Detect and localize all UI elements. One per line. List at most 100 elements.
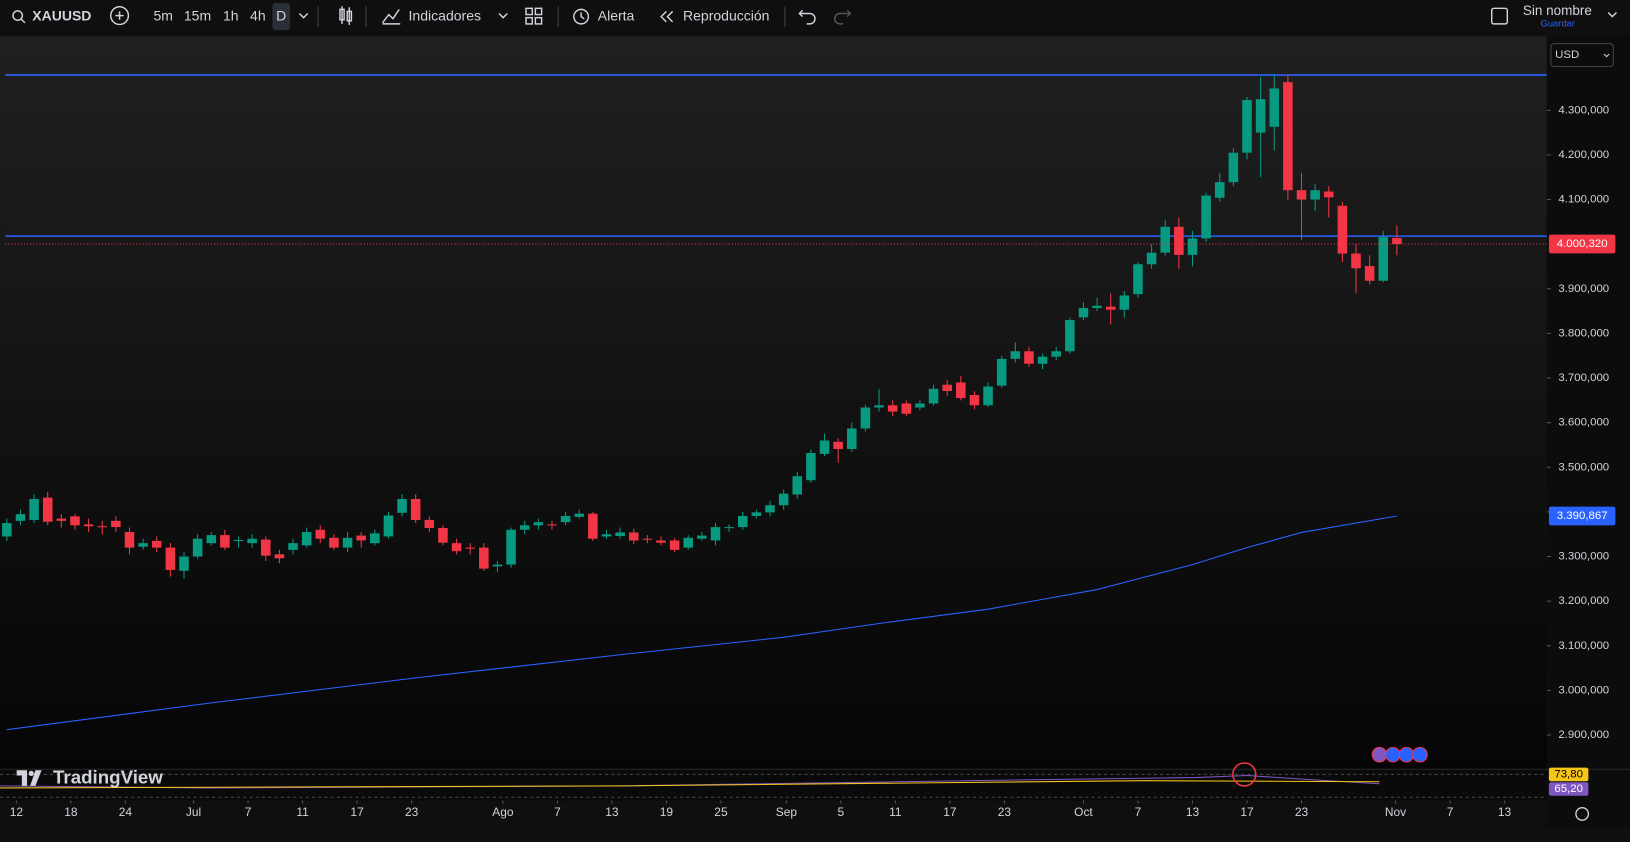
y-tick-label: 3.600,000 (1558, 417, 1609, 429)
candle-body (1119, 295, 1130, 310)
candle-body (1037, 356, 1048, 364)
y-tick-label: 3.100,000 (1558, 640, 1609, 652)
candle-body (1364, 266, 1375, 281)
candle-body (97, 526, 108, 528)
candle-body (1010, 351, 1021, 359)
candle-body (1201, 195, 1211, 239)
candle-body (683, 537, 694, 548)
alert-button[interactable]: Alerta (598, 7, 635, 23)
price-axis-background (1546, 36, 1630, 842)
candle-body (301, 531, 312, 546)
candle-body (124, 531, 135, 548)
last-price-badge (1548, 234, 1616, 254)
candle-body (560, 515, 571, 523)
candle-body (996, 358, 1007, 386)
candle-body (1351, 253, 1361, 269)
candle-body (370, 533, 380, 544)
candle-body (206, 535, 217, 544)
candle-body (1310, 190, 1320, 200)
candle-body (1296, 190, 1307, 200)
candle-body (261, 539, 271, 556)
x-tick-label: 17 (943, 805, 957, 819)
candle-body (1283, 82, 1293, 191)
last-price-label: 4.000,320 (1557, 238, 1608, 250)
candle-body (928, 388, 939, 404)
x-tick-label: 25 (714, 805, 728, 819)
candle-body (901, 403, 912, 414)
indicator-signal (0, 780, 1380, 789)
y-tick-label: 3.200,000 (1558, 595, 1609, 607)
y-tick-label: 3.500,000 (1558, 461, 1609, 473)
candle-body (1024, 351, 1034, 364)
candle-body (574, 513, 584, 517)
currency: USD (1555, 49, 1579, 61)
candle-body (506, 529, 516, 565)
interval[interactable]: 1h (223, 7, 239, 23)
x-tick-label: 7 (1447, 805, 1454, 819)
candle-body (601, 534, 612, 537)
y-tick-label: 4.200,000 (1558, 149, 1609, 161)
candle-body (615, 532, 625, 537)
settings-icon[interactable] (1575, 807, 1590, 821)
candle-body (2, 523, 12, 537)
candle-body (656, 540, 666, 543)
x-tick-label: 19 (660, 805, 674, 819)
brand-name: TradingView (53, 767, 163, 788)
candle-body (397, 498, 407, 513)
layout-name[interactable]: Sin nombre (1523, 3, 1592, 18)
x-tick-label: 13 (1498, 805, 1512, 819)
candle-body (451, 543, 462, 552)
x-tick-label: Ago (492, 805, 514, 819)
candle-body (737, 515, 748, 528)
candle-body (1228, 152, 1239, 183)
indicator-badge (1548, 782, 1589, 796)
currency-dropdown[interactable] (1550, 43, 1614, 68)
candle-body (969, 394, 980, 406)
interval[interactable]: 4h (250, 7, 266, 23)
candle-body (410, 498, 421, 520)
toolbar-icons (12, 6, 1617, 28)
y-tick-label: 3.800,000 (1558, 327, 1609, 339)
x-tick-label: 7 (554, 805, 561, 819)
y-tick-label: 2.900,000 (1558, 729, 1609, 741)
candle-body (887, 405, 898, 412)
candle-body (138, 543, 148, 547)
candle-body (288, 543, 298, 550)
moving-average (6, 515, 1397, 731)
x-tick-label: 7 (245, 805, 252, 819)
x-tick-label: 12 (10, 805, 24, 819)
candle-body (1146, 252, 1157, 265)
candle-body (778, 493, 789, 506)
x-tick-label: Jul (186, 805, 201, 819)
save-button[interactable]: Guardar (1541, 18, 1575, 28)
candle-body (1255, 99, 1266, 133)
x-tick-label: Sep (776, 805, 798, 819)
x-tick-label: 18 (64, 805, 78, 819)
candle-body (1051, 351, 1061, 357)
candle-body (669, 540, 680, 550)
replay-button[interactable]: Reproducción (683, 7, 769, 23)
interval[interactable]: 5m (153, 7, 172, 23)
candle-body (833, 441, 843, 449)
interval[interactable]: D (276, 7, 286, 23)
candle-body (1214, 182, 1225, 198)
candle-body (519, 525, 530, 530)
candle-body (697, 535, 707, 539)
x-tick-label: 5 (838, 805, 845, 819)
y-tick-label: 3.300,000 (1558, 551, 1609, 563)
dropdown-chevron (1603, 53, 1610, 58)
x-tick-label: Nov (1385, 805, 1406, 819)
candle-body (1337, 205, 1348, 254)
interval[interactable]: 15m (184, 7, 211, 23)
candle-body (533, 522, 544, 526)
candle-body (710, 527, 721, 541)
indicator-label: 73,80 (1554, 768, 1583, 780)
y-tick-label: 4.100,000 (1558, 194, 1609, 206)
indicators-button[interactable]: Indicadores (409, 7, 481, 23)
y-tick-label: 3.000,000 (1558, 684, 1609, 696)
symbol[interactable]: XAUUSD (32, 7, 91, 23)
candle-body (642, 538, 653, 540)
candle-body (465, 547, 475, 549)
candle-body (1187, 238, 1198, 255)
candle-body (233, 540, 244, 542)
